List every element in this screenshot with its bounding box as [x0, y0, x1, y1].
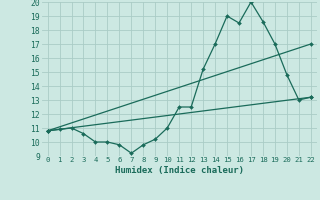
X-axis label: Humidex (Indice chaleur): Humidex (Indice chaleur) [115, 166, 244, 175]
